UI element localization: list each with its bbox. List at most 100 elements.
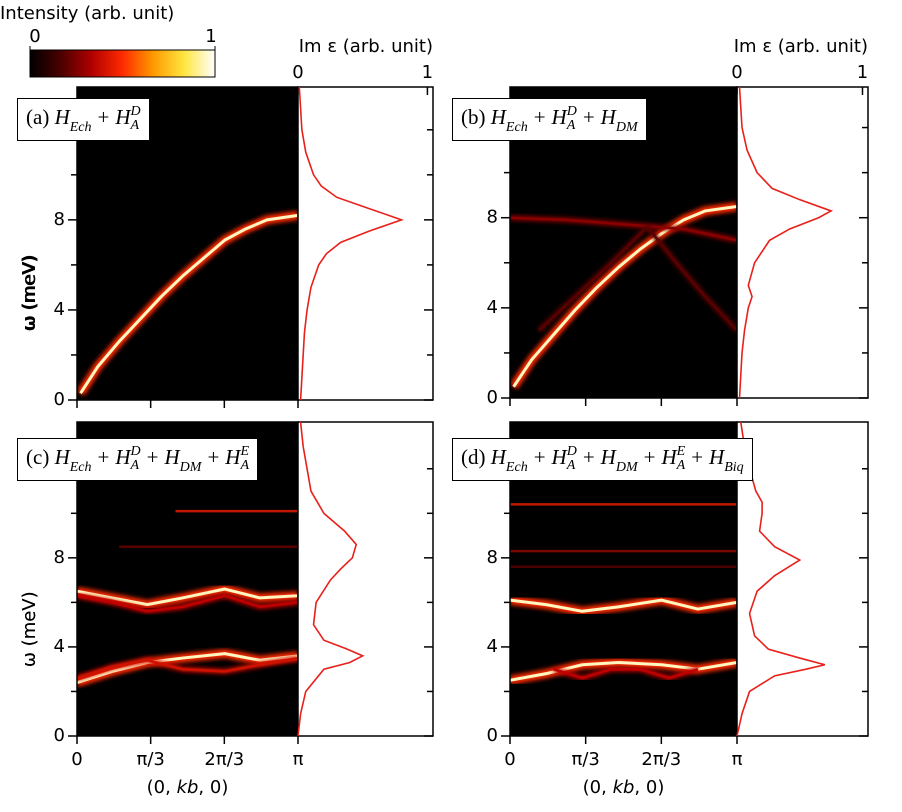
superscript: E [676, 444, 686, 460]
colorbar [29, 49, 216, 78]
branch [79, 213, 298, 395]
term: H [490, 445, 506, 469]
spectrum-tick-label: 0 [292, 62, 303, 83]
superscript: D [566, 444, 577, 460]
x-axis-label-part: (0, [147, 777, 177, 798]
spectrum-axis-label: Im ε (arb. unit) [299, 36, 433, 57]
subscript: A [566, 118, 576, 134]
term: H [490, 105, 506, 129]
spectrum-line [297, 421, 365, 737]
x-axis-label-part: kb [613, 777, 635, 798]
spectrum-frame [736, 421, 869, 737]
scripts: Biq [724, 461, 743, 475]
operator: + [97, 105, 110, 129]
branch [510, 216, 737, 242]
heatmap-layer [510, 201, 737, 390]
panel-tag: (d) [461, 445, 486, 469]
heatmap-layer [77, 210, 298, 396]
subscript: DM [615, 120, 638, 135]
spectrum-tick-label: 1 [422, 62, 433, 83]
y-tick-label: 8 [487, 207, 498, 228]
spectrum-line [736, 421, 826, 737]
subscript: A [240, 458, 250, 474]
scripts: DM [616, 121, 638, 135]
term: H [551, 445, 567, 469]
x-tick-label: 2π/3 [204, 749, 244, 770]
subscript: Ech [69, 460, 92, 475]
spectrum-axis-label: Im ε (arb. unit) [734, 36, 868, 57]
operator: + [643, 445, 656, 469]
operator: + [533, 445, 546, 469]
term: H [225, 445, 241, 469]
subscript: DM [179, 460, 202, 475]
x-tick-label: π/3 [136, 749, 164, 770]
term: H [600, 445, 616, 469]
spectrum-line [298, 86, 404, 401]
y-axis-label: ω (meV) [19, 256, 40, 332]
y-axis-label: ω (meV) [19, 254, 40, 330]
branch [646, 225, 737, 332]
x-tick-label: 0 [71, 749, 82, 770]
colorbar-tick-label: 0 [29, 26, 40, 47]
superscript: E [240, 444, 250, 460]
operator: + [582, 105, 595, 129]
term: H [164, 445, 180, 469]
x-axis-label: (0, kb, 0) [147, 777, 229, 798]
colorbar-label: Intensity (arb. unit) [0, 3, 174, 24]
spectrum-line [738, 86, 834, 399]
branch [512, 204, 737, 388]
branch [552, 667, 699, 680]
y-tick-label: 4 [487, 636, 498, 657]
branch [510, 598, 737, 613]
scripts: Ech [70, 461, 92, 475]
heatmap-layer [77, 508, 298, 687]
panel-tag: (a) [26, 105, 50, 129]
branch [77, 652, 298, 684]
subscript: Biq [724, 460, 744, 475]
term: H [600, 105, 616, 129]
y-tick-label: 0 [487, 725, 498, 746]
term: H [115, 105, 131, 129]
panel-label: (b) H Ech + H D A + H DM [452, 98, 647, 141]
x-axis-label-part: , 0) [198, 777, 228, 798]
scripts: DM [616, 461, 638, 475]
superscript: D [130, 104, 141, 120]
y-tick-label: 0 [487, 387, 498, 408]
branch [77, 594, 298, 613]
operator: + [582, 445, 595, 469]
y-tick-label: 4 [54, 636, 65, 657]
spectrum-frame [736, 86, 869, 399]
x-tick-label: 2π/3 [641, 749, 681, 770]
subscript: A [676, 458, 686, 474]
superscript: D [130, 444, 141, 460]
x-axis-label-part: kb [177, 777, 199, 798]
spectrum-tick-label: 1 [857, 62, 868, 83]
operator: + [691, 445, 704, 469]
y-axis-label: ω (meV) [19, 591, 40, 667]
y-tick-label: 0 [54, 389, 65, 410]
branch [538, 225, 649, 332]
term: H [709, 445, 725, 469]
y-tick-label: 4 [54, 299, 65, 320]
subscript: A [566, 458, 576, 474]
subscript: DM [615, 460, 638, 475]
x-tick-label: π/3 [571, 749, 599, 770]
x-tick-label: π [732, 749, 743, 770]
superscript: D [566, 104, 577, 120]
scripts: Ech [506, 121, 528, 135]
y-tick-label: 8 [54, 547, 65, 568]
x-tick-label: 0 [504, 749, 515, 770]
x-tick-label: π [293, 749, 304, 770]
term: H [661, 445, 677, 469]
subscript: Ech [69, 120, 92, 135]
panel-label: (a) H Ech + H D A [17, 98, 150, 141]
panel-label: (c) H Ech + H D A + H DM + H E A [17, 438, 259, 481]
operator: + [533, 105, 546, 129]
scripts: DM [180, 461, 202, 475]
y-axis-label: ω (meV) [19, 591, 40, 667]
